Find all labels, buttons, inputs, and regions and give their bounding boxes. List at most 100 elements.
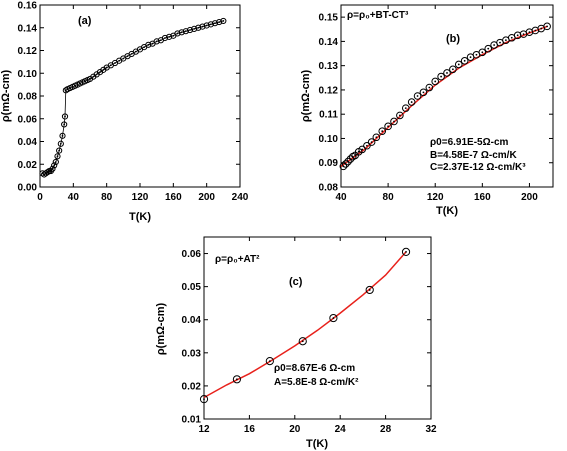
y-tick-label-b: 0.10 [319, 134, 339, 145]
data-point-b [378, 127, 387, 135]
data-point-dot-b [440, 75, 443, 78]
y-tick-label-a: 0.16 [18, 1, 38, 12]
data-point-dot-b [370, 141, 373, 144]
data-point-dot-b [393, 120, 395, 123]
y-tick-label-b: 0.11 [319, 110, 338, 121]
annotation-c-rho0: ρ0=8.67E-6 Ω-cm [274, 363, 355, 374]
x-axis-label-b: T(K) [436, 205, 458, 217]
x-tick-label-c: 12 [198, 424, 210, 435]
data-point-b [431, 77, 440, 86]
data-point-a [216, 18, 223, 26]
data-point-dot-a [58, 149, 61, 152]
y-tick-label-c: 0.04 [182, 315, 202, 326]
data-point-a [56, 147, 63, 154]
data-line-a [42, 20, 224, 175]
data-point-a [166, 33, 173, 40]
data-point-dot-a [222, 20, 225, 22]
data-point-b [460, 57, 469, 65]
data-point-dot-b [469, 56, 472, 59]
data-point-a [153, 38, 160, 45]
data-point-b [341, 160, 350, 168]
x-tick-label-b: 40 [335, 192, 347, 203]
data-point-dot-b [446, 72, 448, 74]
data-point-dot-a [205, 24, 208, 27]
data-point-b [478, 48, 487, 57]
data-point-dot-b [428, 86, 431, 89]
data-point-dot-a [56, 155, 59, 158]
data-point-dot-a [209, 23, 212, 26]
data-point-dot-a [214, 22, 216, 25]
x-tick-label-b: 200 [521, 192, 538, 203]
data-point-c [401, 247, 411, 256]
data-point-dot-a [218, 21, 221, 23]
data-point-dot-a [193, 27, 196, 30]
data-point-a [54, 153, 61, 160]
data-point-dot-a [201, 25, 204, 28]
data-point-dot-c [268, 360, 271, 362]
data-point-dot-b [398, 114, 401, 117]
plot-frame-a [39, 4, 241, 188]
data-point-a [161, 34, 169, 42]
data-point-dot-b [528, 31, 531, 34]
data-point-a [49, 165, 56, 172]
data-point-b [484, 44, 493, 53]
data-point-dot-b [475, 53, 478, 56]
data-point-a [57, 140, 64, 147]
data-point-dot-c [203, 398, 205, 401]
data-point-dot-a [61, 134, 64, 137]
data-point-b [367, 138, 376, 146]
data-point-dot-a [109, 64, 112, 67]
data-point-dot-b [361, 148, 364, 151]
data-point-c [232, 375, 242, 384]
data-point-dot-b [387, 125, 390, 128]
fit-line-c [203, 251, 407, 399]
chart-panel-a: 0 40 80 120 160 200 240 0.00 0.02 0.04 0.06 0.08 0.1… [0, 1, 249, 224]
data-point-dot-b [381, 130, 384, 133]
data-point-c [329, 313, 338, 323]
data-point-dot-b [354, 154, 357, 157]
annotation-b-rho0: ρ0=6.91E-5Ω-cm [430, 137, 509, 148]
data-point-dot-a [53, 164, 56, 167]
data-point-b [443, 69, 451, 77]
axis-ticks-b: 40 80 120 160 200 0.08 0.09 0.10 0.11 0.12 0.13 0.1… [319, 5, 553, 203]
panel-label-c: (c) [289, 276, 303, 288]
x-tick-label-c: 24 [335, 424, 347, 435]
panel-label-b: (b) [446, 33, 460, 45]
data-point-b [449, 65, 457, 74]
data-point-dot-a [184, 30, 187, 33]
x-tick-label-a: 40 [68, 192, 80, 203]
data-point-dot-c [332, 317, 335, 319]
data-point-b [407, 98, 416, 106]
axis-ticks-a: 0 40 80 120 160 200 240 0.00 0.02 0.04 0.06 0.08 0.1… [18, 1, 249, 204]
y-tick-label-a: 0.04 [18, 137, 38, 148]
data-point-dot-b [540, 27, 543, 30]
y-tick-label-c: 0.06 [182, 249, 202, 260]
data-point-dot-a [64, 115, 66, 118]
data-point-dot-c [236, 378, 238, 381]
plot-frame-c [203, 236, 432, 420]
chart-panel-b: 40 80 120 160 200 0.08 0.09 0.10 0.11 0.12 0.13 0.1… [300, 4, 554, 217]
data-point-dot-b [499, 41, 501, 44]
data-point-dot-b [451, 68, 454, 71]
data-point-c [365, 285, 374, 295]
data-point-dot-c [405, 250, 407, 253]
data-point-a [52, 158, 59, 166]
data-point-dot-b [404, 107, 407, 110]
data-point-a [203, 22, 210, 29]
data-point-dot-a [143, 46, 146, 48]
data-point-b [344, 157, 352, 166]
data-point-b [425, 83, 434, 92]
data-point-dot-b [504, 39, 507, 42]
data-point-b [346, 155, 355, 163]
y-tick-label-a: 0.00 [18, 183, 38, 194]
data-point-dot-a [99, 71, 101, 74]
data-point-dot-a [118, 59, 121, 62]
y-tick-label-b: 0.15 [319, 13, 339, 24]
equation-b: ρ=ρ₀+BT-CT³ [347, 10, 409, 21]
x-tick-label-c: 16 [244, 424, 256, 435]
data-point-dot-b [534, 29, 537, 32]
x-tick-label-a: 120 [132, 192, 149, 203]
data-point-dot-b [481, 51, 484, 54]
x-tick-label-a: 200 [198, 192, 215, 203]
data-point-a [178, 29, 185, 36]
